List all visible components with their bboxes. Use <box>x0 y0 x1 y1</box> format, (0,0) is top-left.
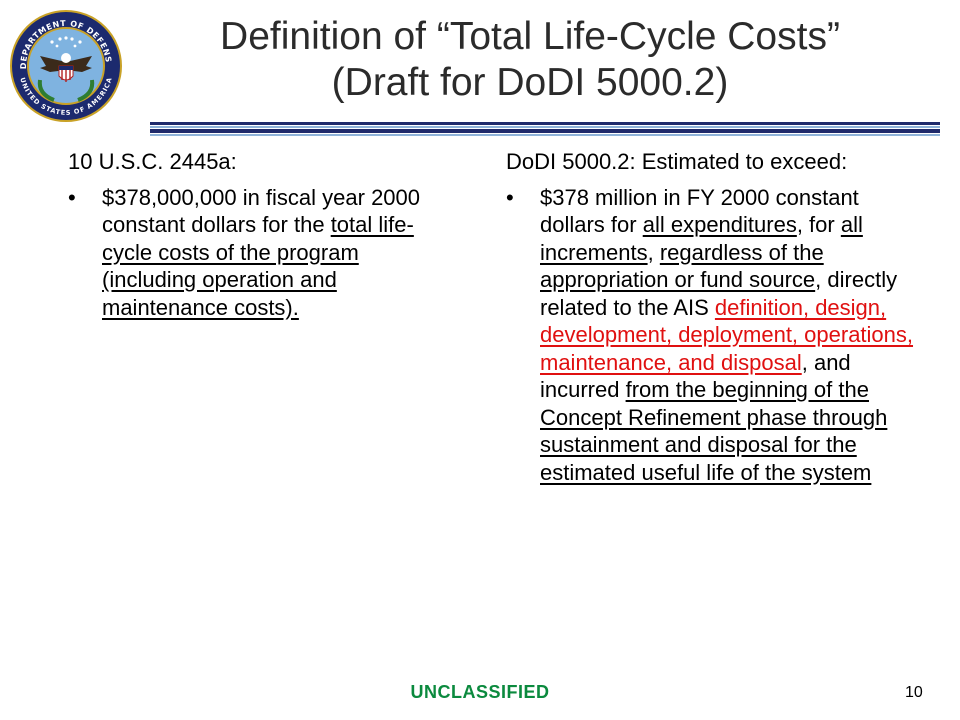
right-bullet-part-9: , and incurred <box>540 349 851 403</box>
classification-marking: UNCLASSIFIED <box>410 682 550 702</box>
right-bullet-part-7: , directly related to the AIS <box>540 267 898 320</box>
left-heading: 10 U.S.C. 2445a: <box>68 149 237 174</box>
left-column: 10 U.S.C. 2445a: • $378,000,000 in fisca… <box>68 148 450 321</box>
right-bullet-fund-source: regardless of the appropriation or fund … <box>540 239 824 293</box>
right-bullet-part-1: $378 million in FY 2000 constant dollars… <box>540 184 859 238</box>
bullet-icon: • <box>506 184 514 210</box>
right-bullet-time-span: from the beginning of the Concept Refine… <box>540 377 888 485</box>
right-heading: DoDI 5000.2: Estimated to exceed: <box>506 149 848 174</box>
dod-seal-logo: DEPARTMENT OF DEFENSE UNITED STATES OF A… <box>7 3 122 122</box>
bullet-icon: • <box>68 184 76 210</box>
left-bullet-underlined: total life-cycle costs of the program (i… <box>102 212 414 320</box>
left-bullet-text: $378,000,000 in fiscal year 2000 constan… <box>102 184 450 322</box>
right-bullet-item: • $378 million in FY 2000 constant dolla… <box>506 184 914 487</box>
title-line-1: Definition of “Total Life-Cycle Costs” <box>220 15 840 58</box>
right-column: DoDI 5000.2: Estimated to exceed: • $378… <box>506 148 914 486</box>
title-line-2: (Draft for DoDI 5000.2) <box>331 61 729 104</box>
left-bullet-plain: $378,000,000 in fiscal year 2000 constan… <box>102 184 421 238</box>
right-bullet-all-increments: all increments <box>540 212 863 265</box>
right-bullet-part-5: , <box>647 239 660 265</box>
right-bullet-lifecycle-phases: definition, design, development, deploym… <box>540 294 914 375</box>
slide-title: Definition of “Total Life-Cycle Costs” (… <box>150 14 910 106</box>
right-bullet-part-3: , for <box>796 212 841 237</box>
right-bullet-all-expenditures: all expenditures <box>642 212 797 237</box>
left-bullet-item: • $378,000,000 in fiscal year 2000 const… <box>68 184 450 322</box>
title-divider <box>150 122 940 136</box>
page-number: 10 <box>905 684 923 701</box>
right-bullet-text: $378 million in FY 2000 constant dollars… <box>540 184 914 487</box>
